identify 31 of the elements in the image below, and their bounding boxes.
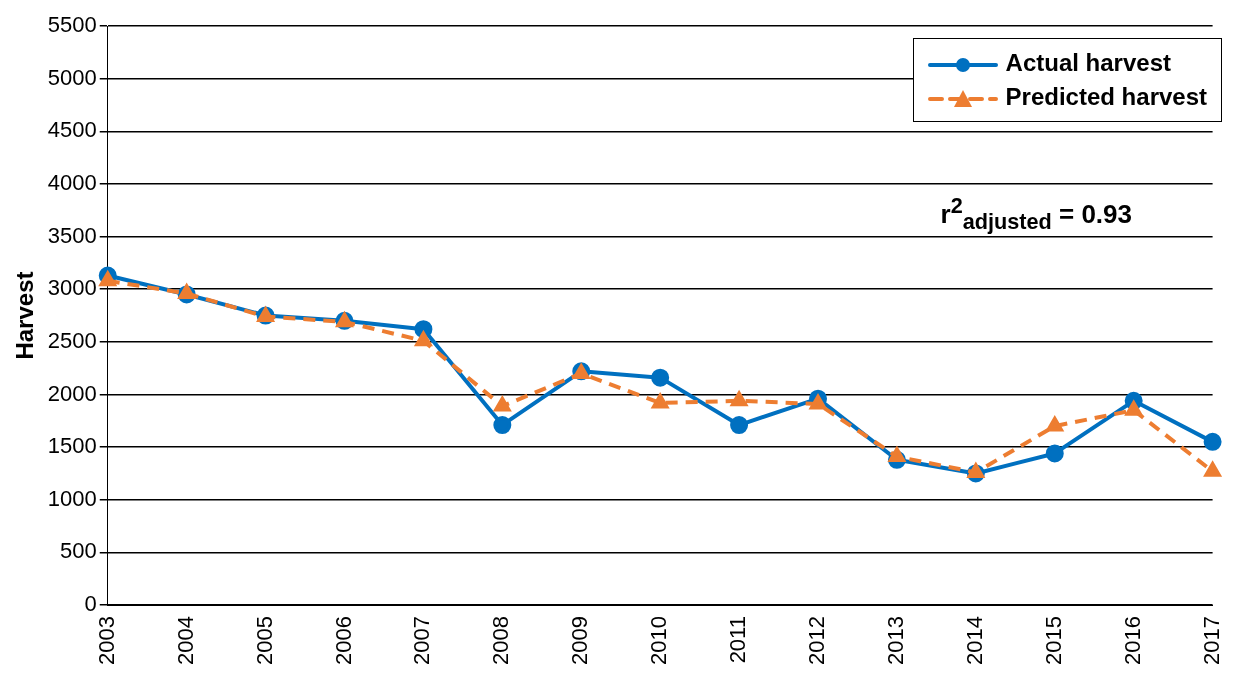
- x-tick-label: 2008: [488, 616, 514, 666]
- y-tick-label: 500: [60, 538, 97, 564]
- y-tick-label: 4000: [47, 169, 97, 195]
- x-tick-label: 2012: [804, 616, 830, 666]
- y-tick-label: 0: [84, 591, 97, 617]
- x-tick-label: 2017: [1198, 616, 1224, 666]
- x-tick-label: 2006: [330, 616, 356, 666]
- x-tick-label: 2014: [961, 616, 987, 666]
- y-tick-label: 5000: [47, 64, 97, 90]
- legend-label: Actual harvest: [1004, 49, 1172, 77]
- y-tick-label: 2500: [47, 327, 97, 353]
- x-tick-label: 2009: [567, 616, 593, 666]
- x-tick-label: 2004: [172, 616, 198, 666]
- x-tick-label: 2003: [93, 616, 119, 666]
- annotation: r$^{2}$$_{adjusted}$ = 0.93: [940, 193, 1132, 235]
- y-tick-label: 5500: [47, 12, 97, 38]
- y-tick-label: 4500: [47, 117, 97, 143]
- x-tick-label: 2011: [725, 616, 751, 664]
- x-tick-label: 2015: [1040, 616, 1066, 666]
- y-tick-label: 3500: [47, 222, 97, 248]
- y-tick-label: 1500: [47, 433, 97, 459]
- y-tick-label: 2000: [47, 380, 97, 406]
- x-tick-label: 2016: [1119, 616, 1145, 666]
- y-axis-title: Harvest: [11, 271, 39, 360]
- x-tick-label: 2010: [646, 616, 672, 666]
- y-tick-label: 1000: [47, 485, 97, 511]
- x-tick-label: 2013: [882, 616, 908, 666]
- x-tick-label: 2007: [409, 616, 435, 666]
- x-tick-label: 2005: [251, 616, 277, 666]
- y-tick-label: 3000: [47, 275, 97, 301]
- legend-label: Predicted harvest: [1004, 83, 1207, 111]
